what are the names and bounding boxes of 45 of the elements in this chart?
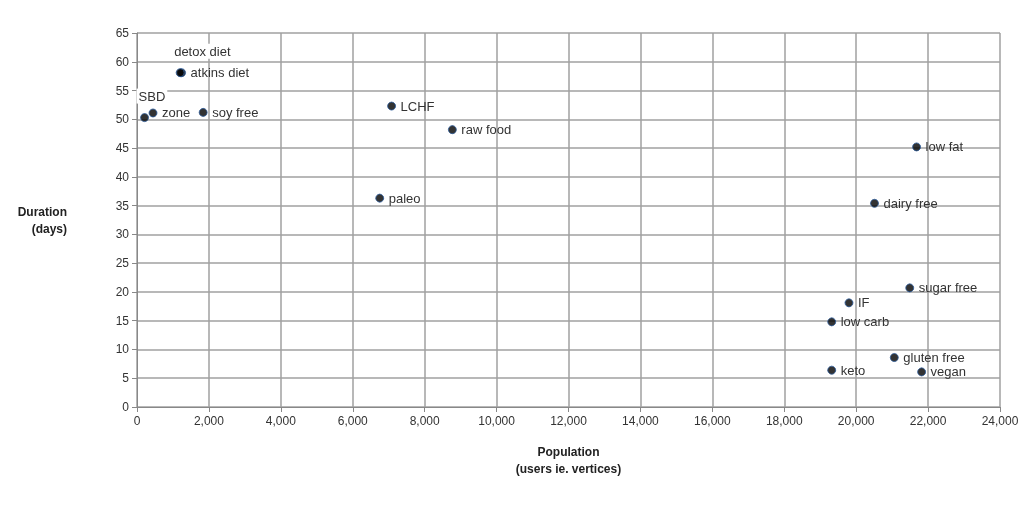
x-tick-label: 14,000 bbox=[622, 414, 660, 428]
annotation: vegan bbox=[930, 364, 967, 380]
y-tick-label: 5 bbox=[122, 371, 130, 386]
x-tick-label: 8,000 bbox=[409, 414, 441, 428]
x-axis-title: Population (users ie. vertices) bbox=[515, 444, 622, 476]
annotation: keto bbox=[840, 362, 866, 378]
x-tick-label: 20,000 bbox=[837, 414, 875, 428]
y-tick-label: 45 bbox=[115, 141, 130, 156]
x-tick-label: 2,000 bbox=[193, 414, 225, 428]
y-tick-label: 20 bbox=[115, 284, 130, 299]
x-tick-label: 24,000 bbox=[981, 414, 1019, 428]
y-tick-label: 10 bbox=[115, 342, 130, 357]
annotation: low carb bbox=[840, 314, 890, 330]
x-tick-label: 12,000 bbox=[550, 414, 588, 428]
annotation: atkins diet bbox=[190, 65, 250, 81]
annotation: SBD bbox=[138, 88, 166, 104]
y-tick-label: 55 bbox=[115, 83, 130, 98]
x-tick-label: 0 bbox=[133, 414, 141, 428]
y-tick-label: 25 bbox=[115, 256, 130, 271]
y-tick-label: 30 bbox=[115, 227, 130, 242]
annotation: IF bbox=[857, 295, 870, 311]
x-tick-label: 4,000 bbox=[265, 414, 297, 428]
x-tick-label: 18,000 bbox=[765, 414, 803, 428]
annotation: LCHF bbox=[400, 98, 435, 114]
x-tick-label: 10,000 bbox=[478, 414, 516, 428]
y-tick-label: 35 bbox=[115, 198, 130, 213]
x-tick-label: 6,000 bbox=[337, 414, 369, 428]
x-tick-label: 22,000 bbox=[909, 414, 947, 428]
y-tick-label: 0 bbox=[122, 400, 130, 414]
annotation: dairy free bbox=[883, 195, 938, 211]
annotation: paleo bbox=[388, 190, 421, 206]
annotation: gluten free bbox=[903, 350, 965, 366]
y-tick-label: 50 bbox=[115, 112, 130, 127]
annotation: raw food bbox=[461, 122, 512, 138]
y-axis-title: Duration (days) bbox=[17, 204, 67, 236]
y-tick-label: 15 bbox=[115, 313, 130, 328]
annotation: zone bbox=[162, 105, 191, 121]
y-tick-label: 40 bbox=[115, 169, 130, 184]
annotation: sugar free bbox=[918, 280, 978, 296]
x-tick-label: 16,000 bbox=[693, 414, 732, 428]
annotation: low fat bbox=[925, 139, 964, 155]
y-tick-label: 65 bbox=[115, 26, 130, 40]
annotation: soy free bbox=[212, 104, 259, 120]
y-tick-label: 60 bbox=[115, 54, 130, 69]
annotation: detox diet bbox=[174, 43, 231, 59]
